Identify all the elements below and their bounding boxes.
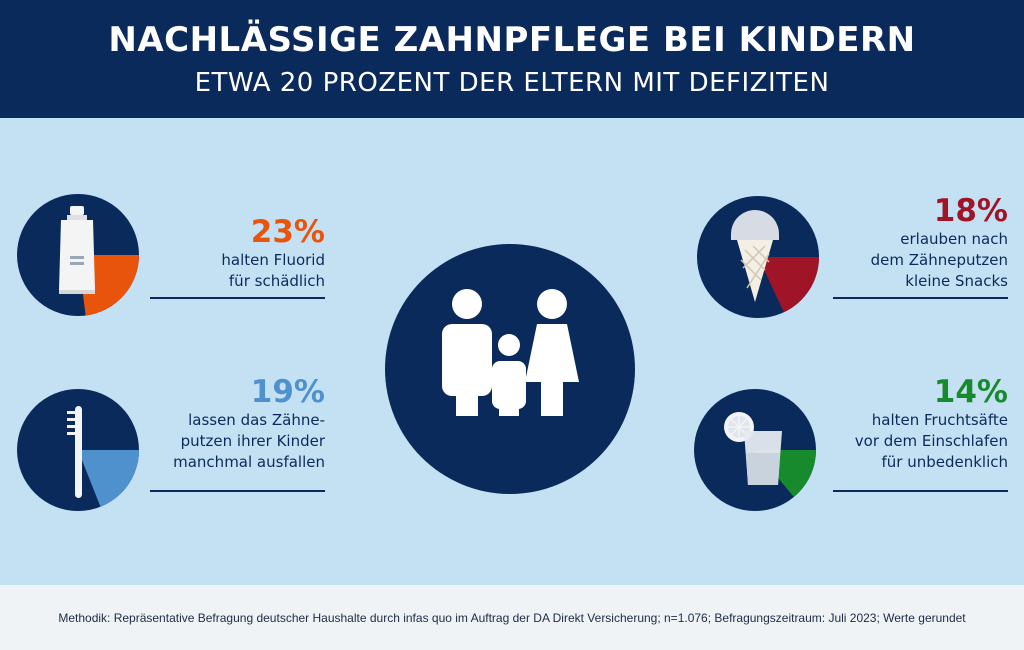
pie-chart-snacks xyxy=(697,196,819,318)
header-banner: NACHLÄSSIGE ZAHNPFLEGE BEI KINDERN ETWA … xyxy=(0,0,1024,118)
stat-label: halten Fluorid für schädlich xyxy=(221,251,325,290)
pie-slice-snacks xyxy=(758,257,819,313)
stat-percent: 23% xyxy=(250,214,325,250)
stat-label: erlauben nach dem Zähneputzen kleine Sna… xyxy=(870,230,1008,290)
pie-slice-zaehneputzen xyxy=(78,450,139,507)
stat-zaehneputzen: 19% lassen das Zähne- putzen ihrer Kinde… xyxy=(150,374,325,473)
methodology-note: Methodik: Repräsentative Befragung deuts… xyxy=(58,611,966,625)
stat-fruchtsaefte: 14% halten Fruchtsäfte vor dem Einschlaf… xyxy=(833,374,1008,473)
stat-percent: 19% xyxy=(250,374,325,410)
divider-line xyxy=(150,297,325,299)
family-icon xyxy=(442,289,579,416)
divider-line xyxy=(833,490,1008,492)
pie-chart-fruchtsaefte xyxy=(694,389,816,511)
ice-cream-icon xyxy=(731,210,779,302)
family-circle xyxy=(385,244,635,494)
page-subtitle: ETWA 20 PROZENT DER ELTERN MIT DEFIZITEN xyxy=(194,68,830,98)
page-title: NACHLÄSSIGE ZAHNPFLEGE BEI KINDERN xyxy=(108,20,916,60)
juice-glass-icon xyxy=(724,412,782,485)
stat-fluorid: 23% halten Fluorid für schädlich xyxy=(150,214,325,292)
stat-label: halten Fruchtsäfte vor dem Einschlafen f… xyxy=(854,411,1008,471)
stat-percent: 14% xyxy=(933,374,1008,410)
stat-percent: 18% xyxy=(933,193,1008,229)
divider-line xyxy=(150,490,325,492)
toothbrush-icon xyxy=(67,406,82,498)
stat-label: lassen das Zähne- putzen ihrer Kinder ma… xyxy=(173,411,325,471)
stat-snacks: 18% erlauben nach dem Zähneputzen kleine… xyxy=(833,193,1008,292)
toothpaste-icon xyxy=(59,206,95,294)
footer: Methodik: Repräsentative Befragung deuts… xyxy=(0,585,1024,650)
pie-chart-fluorid xyxy=(17,194,139,316)
pie-chart-zaehneputzen xyxy=(17,389,139,511)
divider-line xyxy=(833,297,1008,299)
